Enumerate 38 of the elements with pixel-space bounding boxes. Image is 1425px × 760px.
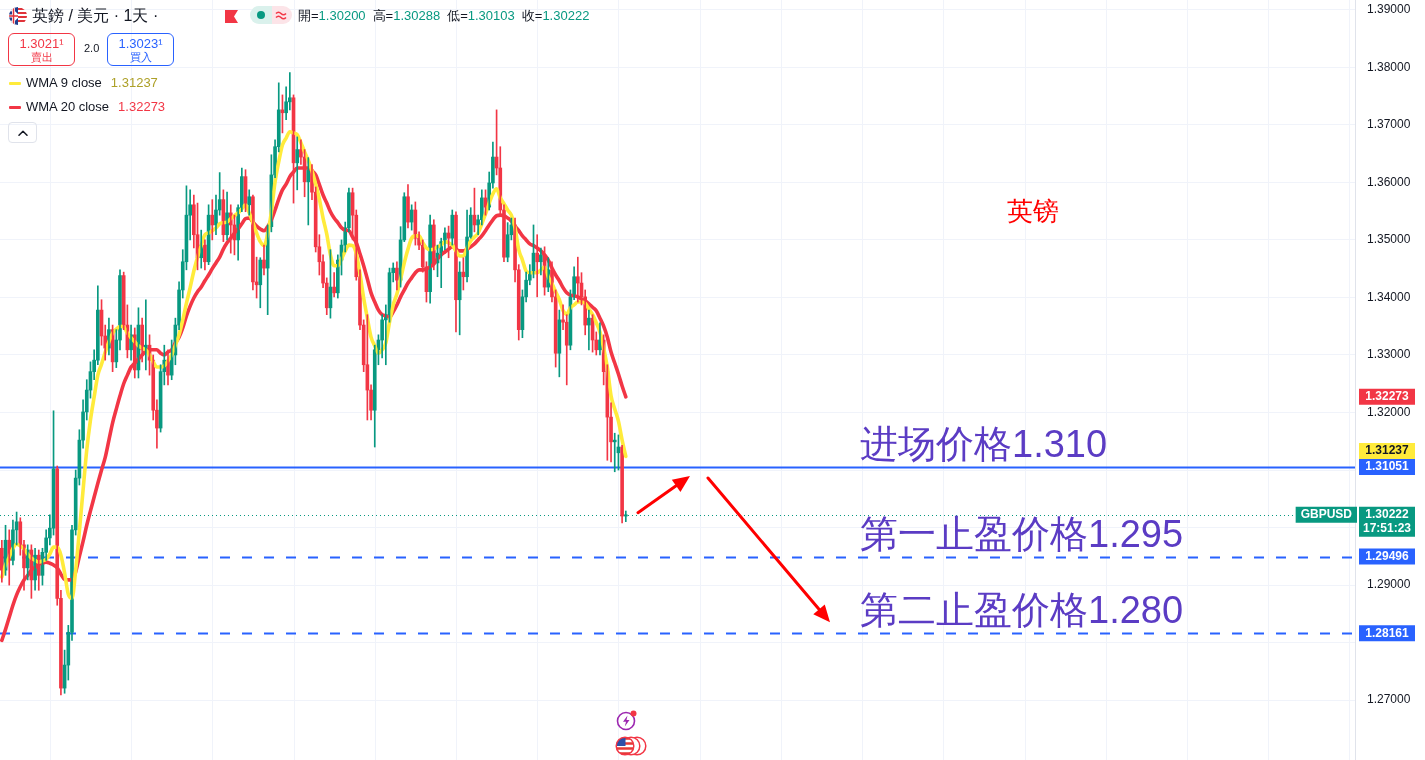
annotation: 2.0	[84, 41, 100, 55]
annotation: 高=1.30288	[372, 8, 441, 23]
annotation: 1.32273	[118, 99, 166, 114]
ref-line-label: 1.30222	[1365, 507, 1410, 522]
legend-label: WMA 9 close	[26, 75, 102, 90]
annotation: GBPUSD	[1300, 507, 1353, 522]
y-tick-label: 1.36000	[1367, 174, 1411, 189]
y-tick-label: 1.37000	[1367, 117, 1411, 132]
annotation: 開=1.30200	[298, 8, 366, 23]
annotation: 收=1.30222	[521, 8, 590, 23]
annotation: 1.31237	[110, 75, 158, 90]
text: 1.31237	[1365, 443, 1410, 458]
chart-title: 英鎊 / 美元 · 1天 ·	[32, 6, 159, 26]
annotation: 1.3021¹	[18, 36, 65, 51]
annotation: 買入	[128, 51, 153, 64]
annotation: 賣出	[29, 51, 54, 64]
text: 17:51:23	[1362, 521, 1412, 536]
y-tick-label: 1.33000	[1367, 347, 1411, 362]
text: 1.32273	[1365, 389, 1410, 404]
y-tick-label: 1.27000	[1367, 692, 1411, 707]
buy-button: 1.3023¹ 買入	[107, 33, 174, 66]
y-tick-label: 1.34000	[1367, 289, 1411, 304]
ref-line-label: 1.28161	[1365, 625, 1410, 640]
annotation: 进场价格1.310	[860, 423, 1108, 466]
ref-line-label: 1.31051	[1365, 459, 1410, 474]
y-tick-label: 1.39000	[1367, 2, 1411, 17]
y-tick-label: 1.32000	[1367, 404, 1411, 419]
annotation: 低=1.30103	[447, 8, 515, 23]
annotation: 1.3023¹	[117, 36, 164, 51]
y-tick-label: 1.29000	[1367, 577, 1411, 592]
legend-label: WMA 20 close	[26, 99, 110, 114]
annotation: 第一止盈价格1.295	[860, 512, 1184, 555]
y-tick-label: 1.35000	[1367, 232, 1411, 247]
annotation: 英镑	[1007, 196, 1059, 226]
y-tick-label: 1.38000	[1367, 59, 1411, 74]
annotation: 第二止盈价格1.280	[860, 589, 1184, 632]
sell-button: 1.3021¹ 賣出	[8, 33, 75, 66]
ref-line-label: 1.29496	[1365, 548, 1410, 563]
